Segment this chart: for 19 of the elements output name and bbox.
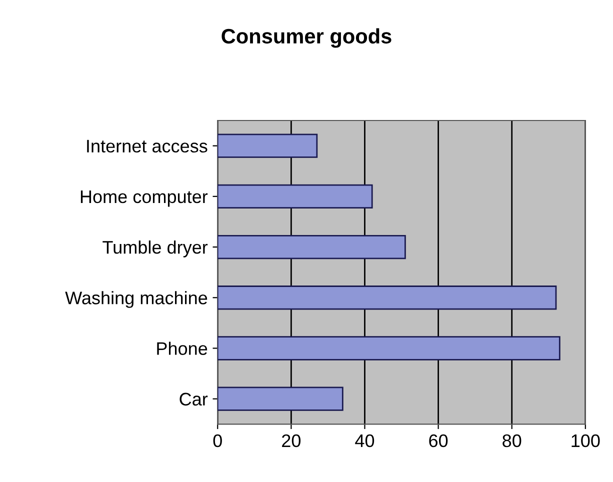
bar [218, 286, 557, 310]
bar [218, 234, 406, 260]
y-tick-label: Home computer [80, 190, 208, 207]
x-tick-label: 100 [572, 434, 600, 448]
y-tick-label: Phone [157, 342, 208, 355]
bar [218, 134, 318, 158]
x-tick-label: 0 [213, 434, 222, 448]
x-tick-label: 80 [502, 434, 522, 448]
bar [218, 184, 373, 208]
x-tick-label: 40 [355, 434, 374, 448]
bar [218, 386, 344, 411]
x-tick-label: 20 [282, 434, 301, 448]
y-tick-label: Tumble dryer [102, 240, 208, 258]
chart-title: Consumer goods [222, 28, 392, 48]
bar [218, 336, 560, 360]
y-tick-label: Washing machine [65, 291, 208, 308]
x-tick-label: 60 [429, 434, 448, 448]
y-tick-label: Internet access [87, 140, 208, 153]
y-tick-label: Car [180, 392, 208, 406]
